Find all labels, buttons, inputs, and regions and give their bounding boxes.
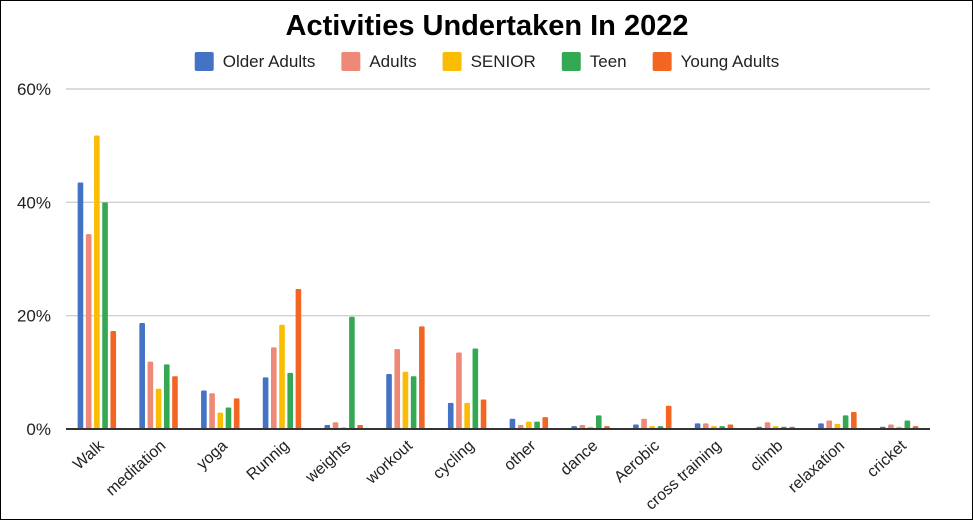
bar-runnig-older-adults	[262, 377, 269, 429]
legend-label-teen: Teen	[590, 52, 627, 71]
bar-cycling-teen	[472, 348, 479, 429]
legend-label-adults: Adults	[369, 52, 416, 71]
bar-relaxation-young-adults	[851, 412, 857, 429]
chart-title: Activities Undertaken In 2022	[286, 10, 689, 42]
bar-workout-older-adults	[386, 374, 392, 429]
y-tick-label: 20%	[17, 307, 51, 326]
legend-swatch-adults	[341, 52, 361, 71]
x-tick-label-other: other	[501, 437, 540, 474]
bar-meditation-young-adults	[172, 376, 178, 429]
x-tick-label-walk: Walk	[70, 437, 108, 474]
bar-dance-teen	[595, 415, 602, 429]
x-tick-label-runnig: Runnig	[244, 437, 293, 484]
bar-meditation-adults	[147, 361, 154, 429]
bar-runnig-teen	[287, 372, 293, 429]
bar-aerobic-older-adults	[633, 424, 639, 429]
bar-relaxation-teen	[842, 415, 849, 429]
x-tick-label-yoga: yoga	[194, 437, 231, 473]
bar-aerobic-adults	[641, 418, 647, 429]
x-tick-label-relaxation: relaxation	[785, 437, 848, 496]
bar-climb-adults	[764, 422, 771, 429]
bar-weights-adults	[332, 422, 339, 429]
bar-meditation-older-adults	[139, 323, 145, 429]
x-tick-label-climb: climb	[747, 437, 786, 475]
x-tick-label-cycling: cycling	[430, 437, 478, 482]
legend-swatch-young-adults	[652, 52, 672, 71]
bar-other-older-adults	[509, 418, 516, 429]
bar-relaxation-senior	[834, 423, 841, 429]
bar-yoga-teen	[225, 407, 232, 429]
bar-yoga-senior	[217, 412, 224, 429]
bar-walk-teen	[102, 202, 108, 429]
bar-walk-senior	[94, 135, 100, 429]
legend-label-senior: SENIOR	[471, 52, 536, 71]
bar-cross-training-adults	[703, 423, 709, 429]
bar-runnig-adults	[271, 347, 277, 429]
bar-yoga-adults	[209, 393, 215, 429]
x-tick-label-weights: weights	[302, 437, 354, 487]
y-axis-ticks: 0% 20% 40% 60%	[17, 80, 51, 439]
x-tick-label-cricket: cricket	[864, 437, 910, 481]
bar-workout-senior	[402, 371, 409, 429]
bar-relaxation-adults	[826, 420, 833, 429]
legend: Older Adults Adults SENIOR Teen Young Adults	[194, 52, 780, 71]
bar-walk-adults	[85, 234, 92, 429]
bar-other-teen	[534, 421, 540, 429]
bar-weights-teen	[349, 316, 355, 429]
bar-runnig-senior	[279, 324, 285, 429]
bar-cycling-adults	[456, 352, 462, 429]
legend-swatch-older-adults	[194, 52, 214, 71]
bar-workout-teen	[410, 376, 417, 429]
x-tick-label-dance: dance	[557, 437, 601, 479]
y-tick-label: 40%	[17, 193, 51, 212]
bar-cricket-teen	[904, 420, 911, 429]
bar-cricket-adults	[888, 424, 894, 429]
x-tick-label-meditation: meditation	[103, 437, 169, 499]
x-tick-label-aerobic: Aerobic	[611, 437, 663, 486]
legend-label-older-adults: Older Adults	[223, 52, 316, 71]
bar-runnig-young-adults	[295, 289, 302, 429]
bar-workout-adults	[394, 349, 401, 429]
bar-cycling-senior	[464, 402, 470, 429]
bar-meditation-senior	[155, 388, 162, 429]
bar-relaxation-older-adults	[818, 423, 824, 429]
y-tick-label: 60%	[17, 80, 51, 99]
bar-yoga-older-adults	[201, 390, 207, 429]
legend-swatch-teen	[561, 52, 581, 71]
bar-aerobic-young-adults	[665, 405, 672, 429]
bar-other-young-adults	[542, 417, 549, 429]
legend-label-young-adults: Young Adults	[681, 52, 780, 71]
gridlines	[66, 88, 930, 317]
bar-cross-training-older-adults	[694, 423, 701, 429]
bar-other-senior	[526, 421, 532, 429]
bar-yoga-young-adults	[233, 398, 240, 429]
x-tick-label-workout: workout	[362, 437, 416, 488]
bar-cycling-older-adults	[447, 402, 454, 429]
bar-walk-older-adults	[77, 182, 84, 429]
bar-walk-young-adults	[110, 330, 117, 429]
bar-meditation-teen	[163, 364, 170, 429]
legend-swatch-senior	[442, 52, 462, 71]
y-tick-label: 0%	[26, 420, 51, 439]
bars	[77, 135, 919, 429]
bar-workout-young-adults	[419, 326, 425, 429]
bar-cross-training-young-adults	[727, 424, 734, 429]
bar-cycling-young-adults	[480, 399, 487, 429]
